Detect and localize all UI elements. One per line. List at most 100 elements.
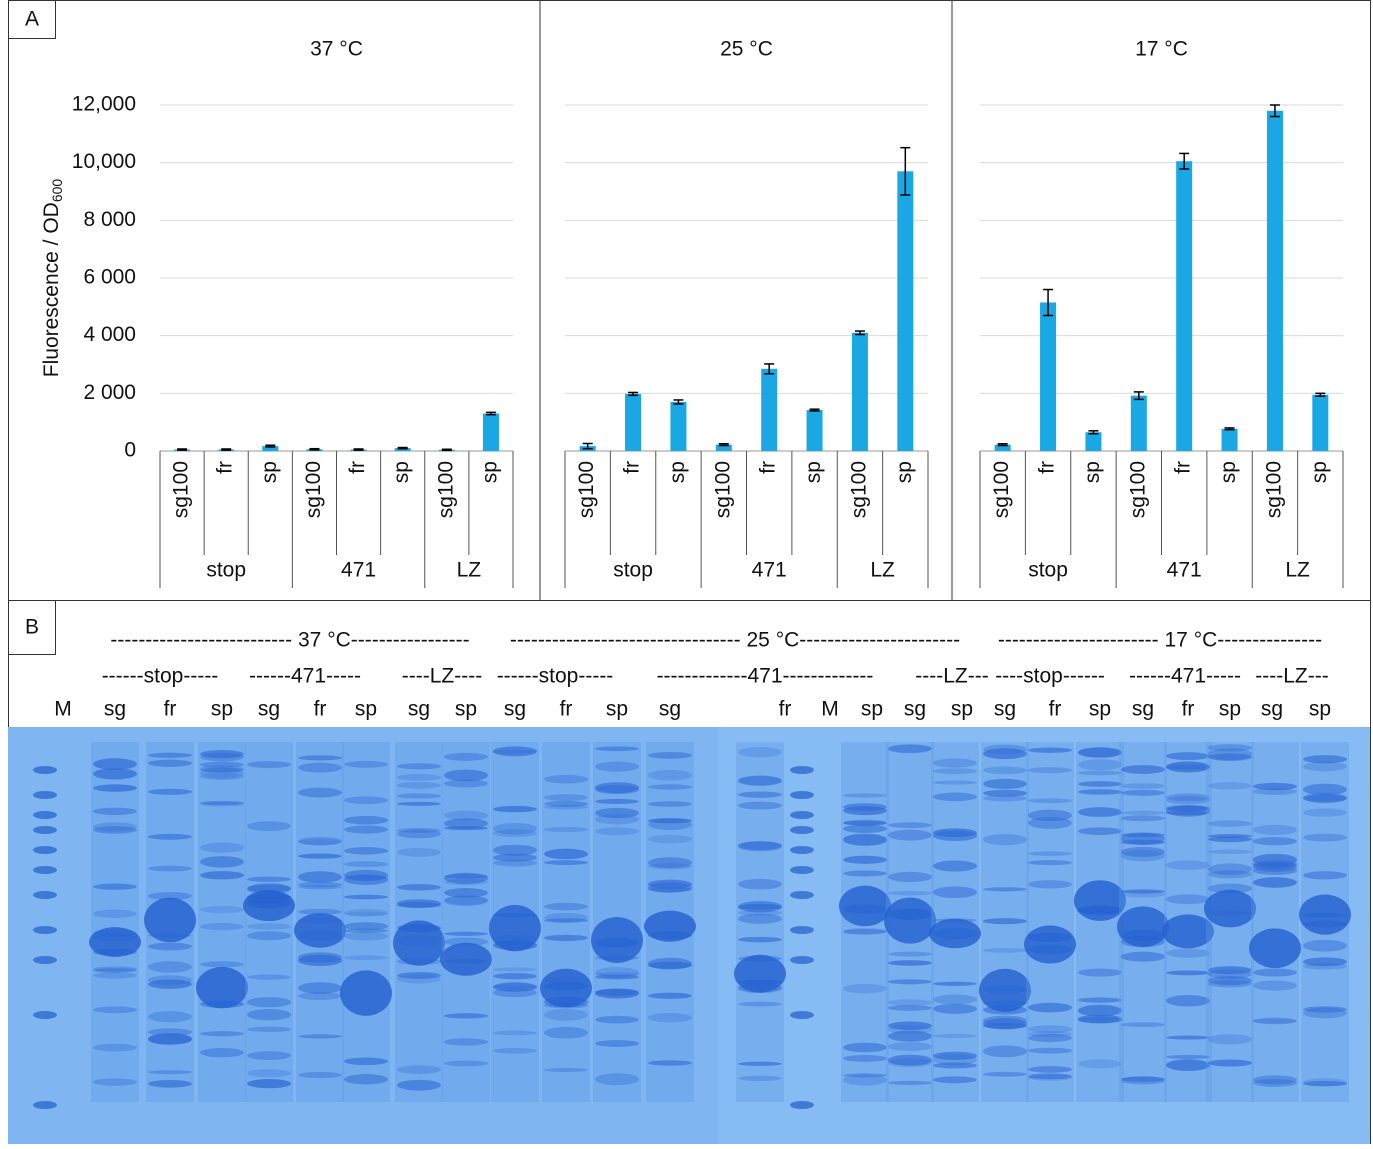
gel-band [738, 878, 782, 890]
gel-band [843, 819, 887, 827]
gel-band [1303, 1078, 1347, 1087]
gel-band [983, 1045, 1027, 1058]
gel-band [200, 1048, 244, 1058]
gel-band [544, 794, 588, 802]
category-label: fr [1036, 461, 1059, 474]
group-label: LZ [1285, 559, 1310, 582]
gel-band [1117, 906, 1169, 948]
category-label: sp [258, 461, 281, 483]
group-label: stop [613, 559, 653, 582]
gel-band [200, 765, 244, 773]
gel-band [888, 890, 932, 896]
gel-band [790, 1011, 814, 1019]
category-label: sg100 [847, 461, 870, 518]
gel-band [247, 876, 291, 882]
gel-band [843, 1042, 887, 1053]
gel-band [738, 1061, 782, 1066]
category-label: sp [1217, 461, 1240, 483]
gel-lane-label: fr [1049, 698, 1062, 721]
gel-band [294, 913, 346, 948]
gel-band [843, 806, 887, 816]
gel-band [790, 791, 814, 799]
gel-band [544, 918, 588, 923]
gel-band [247, 1026, 291, 1032]
gel-band [33, 791, 57, 799]
gel-band [1253, 1018, 1297, 1024]
gel-band [1208, 980, 1252, 988]
gel-lane [1026, 742, 1074, 1102]
gel-lane-label: sg [659, 698, 681, 721]
y-axis-label-text: Fluorescence / OD [40, 202, 63, 377]
gel-band [1121, 815, 1165, 822]
gel-band [93, 768, 137, 780]
gel-band [1166, 1054, 1210, 1059]
gel-band [93, 826, 137, 834]
gel-band [298, 836, 342, 846]
gel-lane-label: sg [258, 698, 280, 721]
gel-band [247, 1069, 291, 1078]
gel-band [983, 766, 1027, 775]
gel-band [595, 827, 639, 836]
gel-band [200, 1031, 244, 1037]
gel-band [595, 972, 639, 977]
gel-lane-label: fr [164, 698, 177, 721]
category-label: sp [1308, 461, 1331, 483]
gel-band [247, 761, 291, 769]
gel-band [196, 966, 248, 1009]
gel-band [1303, 1080, 1347, 1087]
gel-band [1078, 770, 1122, 776]
gel-construct-header: ------stop----- [497, 665, 614, 688]
gel-band [790, 891, 814, 899]
y-tick-label: 0 [124, 439, 136, 462]
gel-band [444, 779, 488, 788]
gel-band [1121, 783, 1165, 789]
gel-band [544, 1026, 588, 1039]
gel-band [888, 1005, 932, 1011]
gel-band [93, 909, 137, 918]
category-label: sg100 [170, 461, 193, 518]
gel-band [1078, 968, 1122, 977]
gel-band [1078, 807, 1122, 817]
gel-band [1166, 995, 1210, 1007]
gel-band [843, 855, 887, 864]
gel-band [33, 1011, 57, 1019]
category-label: fr [621, 461, 644, 474]
gel-band [648, 992, 692, 999]
gel-band [397, 902, 441, 909]
gel-band [344, 931, 388, 941]
gel-band [933, 1053, 977, 1066]
gel-band [738, 909, 782, 916]
gel-construct-header: ------471----- [1129, 665, 1241, 688]
gel-band [595, 1040, 639, 1047]
gel-band [843, 820, 887, 826]
gel-band [888, 1080, 932, 1085]
gel-lane-label: fr [779, 698, 792, 721]
gel-band [298, 992, 342, 1000]
gel-band [93, 807, 137, 815]
gel-band [340, 970, 392, 1016]
gel-band [1078, 997, 1122, 1003]
category-label: sp [893, 461, 916, 483]
gel-band [93, 768, 137, 780]
gel-band [444, 887, 488, 898]
gel-band [298, 871, 342, 883]
gel-band [397, 793, 441, 799]
gel-band [1121, 846, 1165, 858]
gel-band [1162, 914, 1214, 949]
gel-band [247, 1079, 291, 1089]
gel-band [1028, 817, 1072, 829]
gel-band [843, 928, 887, 935]
bar [994, 444, 1011, 451]
gel-band [148, 961, 192, 973]
gel-band [200, 752, 244, 762]
bar [897, 171, 914, 452]
gel-band [843, 928, 887, 935]
bar [1176, 161, 1193, 451]
gel-band [933, 830, 977, 841]
bar [482, 413, 499, 451]
gel-band [298, 1034, 342, 1039]
gel-band [344, 796, 388, 805]
gel-band [493, 859, 537, 867]
gel-band [1208, 883, 1252, 894]
